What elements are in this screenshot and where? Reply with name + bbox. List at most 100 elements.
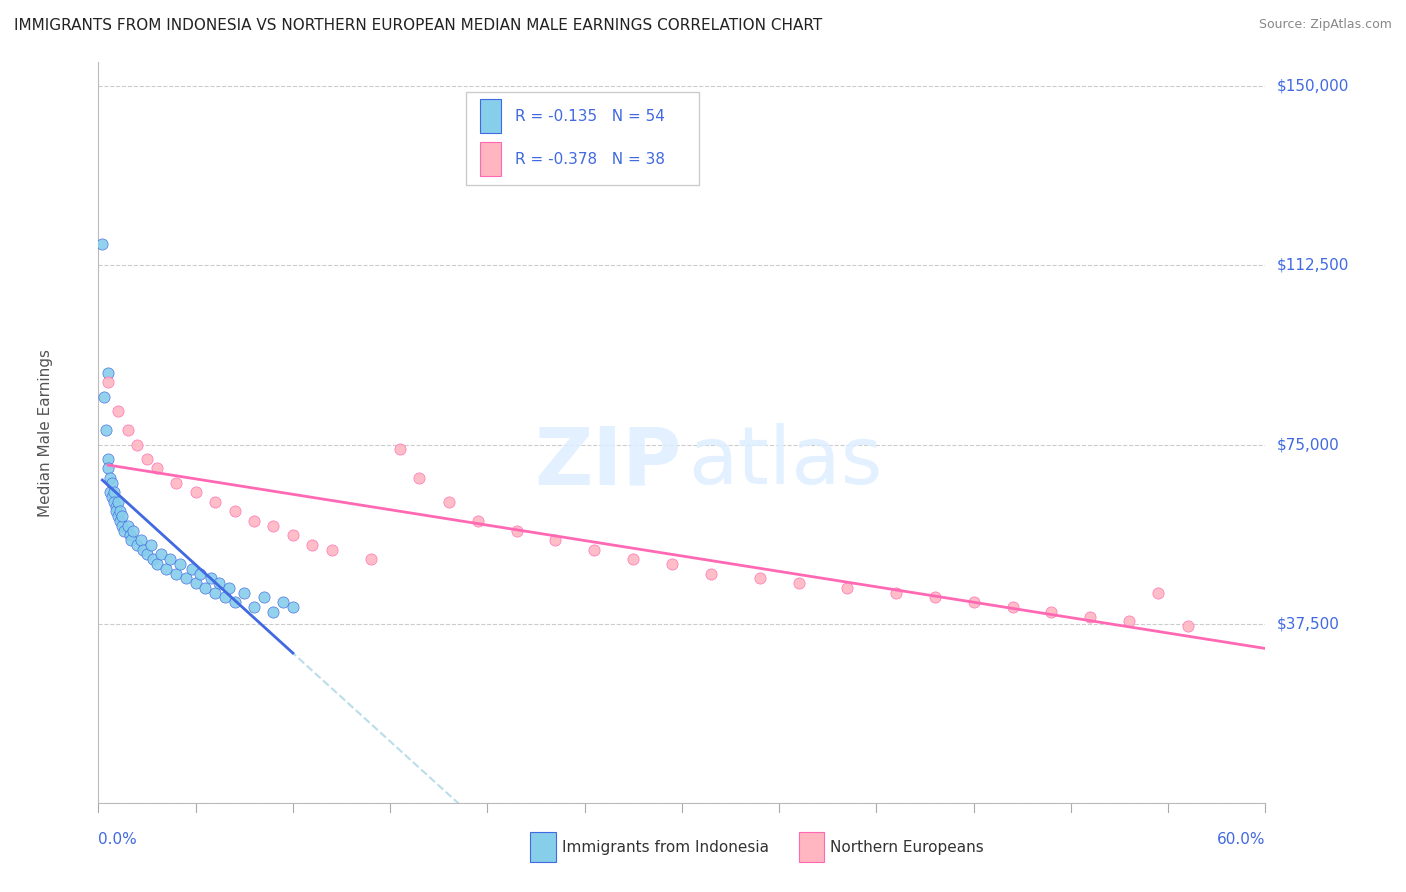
Text: 0.0%: 0.0% <box>98 832 138 847</box>
Point <box>262 518 284 533</box>
Point <box>281 599 304 614</box>
Point <box>146 461 169 475</box>
Point <box>174 571 197 585</box>
Text: $75,000: $75,000 <box>1277 437 1340 452</box>
Point <box>661 557 683 571</box>
Text: $112,500: $112,500 <box>1277 258 1348 273</box>
Point <box>748 571 770 585</box>
Point <box>218 581 240 595</box>
Point <box>97 376 120 390</box>
Point <box>544 533 567 547</box>
Point <box>360 552 382 566</box>
Point <box>132 542 155 557</box>
Text: R = -0.135   N = 54: R = -0.135 N = 54 <box>515 109 665 124</box>
Point <box>467 514 489 528</box>
Point <box>136 451 159 466</box>
Text: Northern Europeans: Northern Europeans <box>830 839 984 855</box>
Point <box>121 533 143 547</box>
Point <box>262 605 284 619</box>
Point <box>321 542 343 557</box>
Point <box>224 504 246 518</box>
Text: ZIP: ZIP <box>534 423 682 501</box>
Text: Median Male Earnings: Median Male Earnings <box>38 349 53 516</box>
Point <box>169 557 191 571</box>
Point <box>122 524 145 538</box>
Point <box>837 581 859 595</box>
Point <box>107 509 129 524</box>
Point <box>112 524 135 538</box>
Point <box>97 366 120 380</box>
Point <box>204 495 226 509</box>
Text: Immigrants from Indonesia: Immigrants from Indonesia <box>562 839 769 855</box>
Point <box>700 566 723 581</box>
Point <box>146 557 169 571</box>
Point <box>214 591 236 605</box>
Point <box>107 404 129 418</box>
Point <box>1001 599 1024 614</box>
Point <box>149 548 172 562</box>
Point <box>117 518 139 533</box>
Point <box>127 538 149 552</box>
Point <box>253 591 276 605</box>
Text: atlas: atlas <box>688 423 882 501</box>
Point <box>108 504 131 518</box>
Point <box>787 576 810 591</box>
Bar <box>479 100 501 133</box>
Point <box>437 495 460 509</box>
Point <box>505 524 527 538</box>
Point <box>184 485 207 500</box>
Point <box>194 581 217 595</box>
Text: $37,500: $37,500 <box>1277 616 1340 632</box>
Point <box>111 518 134 533</box>
Point <box>129 533 152 547</box>
Point <box>103 485 125 500</box>
Point <box>107 495 129 509</box>
Point <box>388 442 411 457</box>
Text: R = -0.378   N = 38: R = -0.378 N = 38 <box>515 152 665 167</box>
Point <box>165 475 187 490</box>
Point <box>136 548 159 562</box>
Point <box>98 471 121 485</box>
Point <box>93 390 115 404</box>
Point <box>104 504 127 518</box>
Point <box>583 542 606 557</box>
Point <box>962 595 984 609</box>
Text: 60.0%: 60.0% <box>1218 832 1265 847</box>
Point <box>1147 585 1170 599</box>
Point <box>243 514 266 528</box>
Point <box>208 576 231 591</box>
Text: Source: ZipAtlas.com: Source: ZipAtlas.com <box>1258 18 1392 31</box>
Point <box>165 566 187 581</box>
Point <box>117 423 139 437</box>
Point <box>180 562 202 576</box>
Point <box>97 461 120 475</box>
Point <box>1177 619 1199 633</box>
Point <box>281 528 304 542</box>
Point <box>224 595 246 609</box>
Point <box>621 552 644 566</box>
Point <box>98 485 121 500</box>
Point <box>108 514 131 528</box>
Point <box>188 566 211 581</box>
Point <box>127 437 149 451</box>
Text: $150,000: $150,000 <box>1277 78 1348 94</box>
Bar <box>530 832 555 862</box>
FancyBboxPatch shape <box>465 92 699 185</box>
Point <box>139 538 162 552</box>
Point <box>204 585 226 599</box>
Point <box>233 585 256 599</box>
Bar <box>799 832 824 862</box>
Point <box>924 591 946 605</box>
Point <box>159 552 181 566</box>
Point <box>1118 615 1140 629</box>
Bar <box>479 143 501 176</box>
Point <box>118 528 141 542</box>
Point <box>111 509 134 524</box>
Point <box>1080 609 1102 624</box>
Point <box>1040 605 1063 619</box>
Point <box>200 571 222 585</box>
Point <box>101 490 124 504</box>
Point <box>884 585 907 599</box>
Point <box>97 451 120 466</box>
Point <box>408 471 430 485</box>
